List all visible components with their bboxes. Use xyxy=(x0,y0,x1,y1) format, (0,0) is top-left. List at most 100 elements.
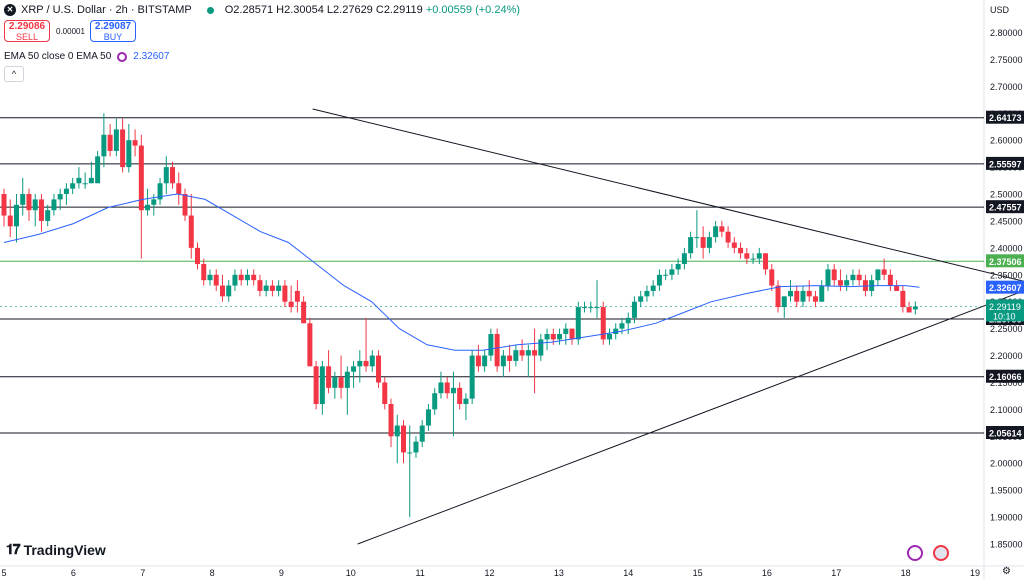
candle-body xyxy=(800,290,806,302)
candle-body xyxy=(881,269,887,275)
x-tick-label: 17 xyxy=(831,568,841,578)
candle-body xyxy=(875,269,881,281)
y-tick-label: 2.00000 xyxy=(990,459,1023,469)
y-tick-label: 2.25000 xyxy=(990,324,1023,334)
candle-body xyxy=(494,334,500,367)
candle-body xyxy=(469,355,475,399)
chevron-up-icon[interactable]: ^ xyxy=(4,66,24,82)
us-flag-icon[interactable] xyxy=(933,545,949,561)
candle-body xyxy=(812,296,818,302)
symbol-title[interactable]: XRP / U.S. Dollar · 2h · BITSTAMP xyxy=(21,4,192,16)
level-label: 2.47557 xyxy=(989,203,1022,213)
candle-body xyxy=(912,306,918,310)
buy-label: BUY xyxy=(103,32,123,42)
candle-body xyxy=(606,334,612,340)
candle-body xyxy=(145,204,151,211)
candle-body xyxy=(844,280,850,286)
candle-body xyxy=(513,350,519,361)
candle-body xyxy=(706,237,712,248)
candle-body xyxy=(326,366,332,388)
candle-body xyxy=(625,317,631,324)
candle-body xyxy=(232,274,238,286)
x-tick-label: 11 xyxy=(415,568,424,578)
level-label-bg xyxy=(986,254,1024,268)
spread-value: 0.00001 xyxy=(56,27,85,36)
tradingview-logo: 𝟏𝟕 TradingView xyxy=(6,541,106,558)
candle-body xyxy=(894,285,900,291)
candle-body xyxy=(182,194,188,216)
alert-icon[interactable] xyxy=(907,545,923,561)
candle-body xyxy=(688,237,694,254)
candle-body xyxy=(269,285,275,291)
candle-body xyxy=(638,296,644,302)
candle-body xyxy=(887,274,893,286)
level-label: 2.37506 xyxy=(989,257,1022,267)
y-tick-label: 2.15000 xyxy=(990,378,1023,388)
level-label: 2.55597 xyxy=(989,159,1022,169)
candle-body xyxy=(450,387,456,394)
level-label-bg xyxy=(986,110,1024,124)
candle-body xyxy=(694,237,700,239)
candle-body xyxy=(382,382,388,405)
y-tick-label: 2.10000 xyxy=(990,405,1023,415)
countdown-label: 10:10 xyxy=(993,311,1016,321)
candle-body xyxy=(725,231,731,243)
candle-body xyxy=(500,355,506,367)
candle-body xyxy=(457,387,463,405)
candle-body xyxy=(394,425,400,437)
x-tick-label: 14 xyxy=(623,568,633,578)
candle-body xyxy=(257,280,263,291)
x-tick-label: 15 xyxy=(693,568,703,578)
candle-body xyxy=(538,339,544,356)
candle-body xyxy=(157,183,163,200)
indicator-settings-icon[interactable] xyxy=(117,51,128,62)
candle-body xyxy=(1,194,7,216)
currency-selector[interactable]: USD xyxy=(990,5,1010,15)
sell-button[interactable]: 2.29086 SELL xyxy=(4,20,50,42)
candle-body xyxy=(631,301,637,318)
ema-legend[interactable]: EMA 50 close 0 EMA 50 2.32607 xyxy=(4,51,169,62)
candle-body xyxy=(644,290,650,297)
candle-body xyxy=(744,253,750,259)
buy-button[interactable]: 2.29087 BUY xyxy=(90,20,136,42)
candle-body xyxy=(550,334,556,340)
close-value: C2.29119 xyxy=(375,4,423,16)
candle-body xyxy=(138,145,144,211)
candle-body xyxy=(906,307,912,313)
candle-body xyxy=(294,290,300,302)
candle-body xyxy=(769,269,775,286)
settings-gear-icon[interactable]: ⚙ xyxy=(1002,566,1011,577)
x-tick-label: 9 xyxy=(279,568,284,578)
candle-body xyxy=(819,285,825,302)
xrp-logo-icon: ✕ xyxy=(4,4,16,16)
symbol-header[interactable]: ✕ XRP / U.S. Dollar · 2h · BITSTAMP O2.2… xyxy=(4,4,520,16)
candle-body xyxy=(600,307,606,340)
candle-body xyxy=(444,382,450,394)
candle-body xyxy=(856,274,862,281)
candle-body xyxy=(425,409,431,426)
candle-body xyxy=(781,296,787,308)
candle-body xyxy=(163,167,169,184)
candle-body xyxy=(201,264,207,281)
level-label-bg xyxy=(986,369,1024,383)
candle-body xyxy=(13,204,19,227)
y-tick-label: 2.40000 xyxy=(990,243,1023,253)
candle-body xyxy=(738,247,744,254)
candle-body xyxy=(900,290,906,308)
candle-body xyxy=(7,215,13,227)
candle-body xyxy=(132,140,138,146)
candle-body xyxy=(663,274,669,276)
y-tick-label: 2.70000 xyxy=(990,82,1023,92)
candle-body xyxy=(482,355,488,367)
ema-label: EMA 50 close 0 EMA 50 xyxy=(4,51,112,62)
candle-body xyxy=(588,307,594,309)
candle-body xyxy=(151,199,157,205)
candle-body xyxy=(438,382,444,394)
candle-body xyxy=(101,134,107,157)
candle-body xyxy=(519,350,525,356)
candle-body xyxy=(107,134,113,151)
ema-price-label: 2.32607 xyxy=(989,283,1022,293)
x-tick-label: 10 xyxy=(346,568,356,578)
candle-body xyxy=(45,210,51,221)
